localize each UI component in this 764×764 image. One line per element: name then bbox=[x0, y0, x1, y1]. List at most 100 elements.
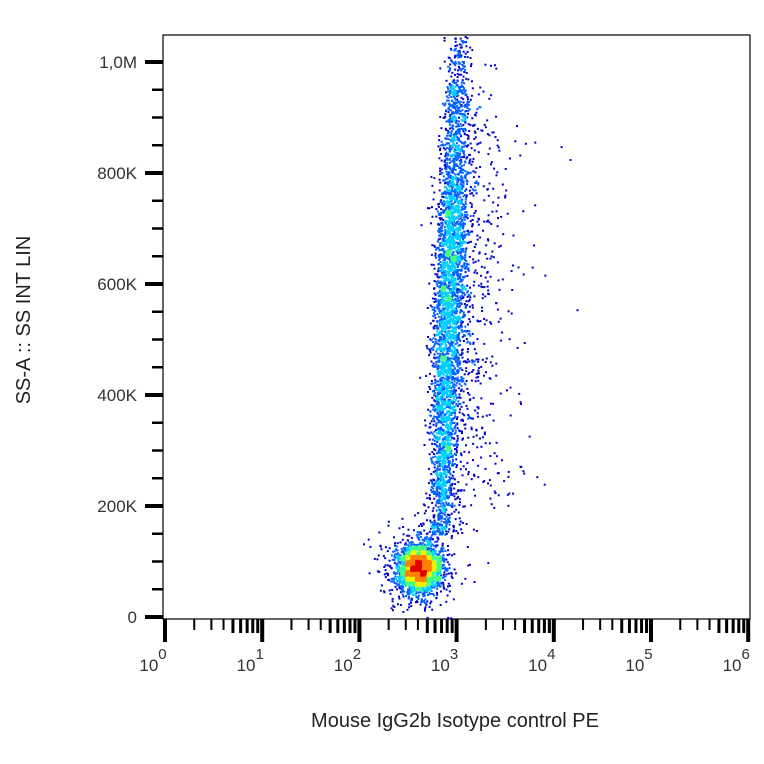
data-point bbox=[453, 235, 456, 238]
data-point bbox=[459, 150, 462, 152]
data-point bbox=[437, 506, 440, 509]
data-point bbox=[451, 110, 454, 113]
data-point bbox=[462, 276, 465, 279]
data-point bbox=[464, 105, 466, 108]
data-point bbox=[462, 101, 465, 104]
data-point bbox=[460, 265, 463, 268]
data-point bbox=[451, 275, 454, 278]
data-point bbox=[448, 553, 451, 556]
data-point bbox=[449, 309, 452, 312]
data-point bbox=[420, 598, 423, 601]
data-point bbox=[470, 63, 473, 65]
data-point bbox=[489, 402, 492, 405]
data-point bbox=[461, 236, 464, 239]
data-point bbox=[457, 227, 460, 230]
data-point bbox=[438, 357, 441, 360]
data-point bbox=[454, 201, 457, 203]
data-point bbox=[447, 138, 450, 141]
data-point bbox=[467, 290, 469, 293]
data-point bbox=[460, 91, 463, 93]
data-point bbox=[447, 201, 450, 204]
data-point bbox=[450, 353, 453, 356]
data-point bbox=[492, 131, 495, 134]
data-point bbox=[446, 339, 449, 342]
data-point bbox=[450, 418, 453, 421]
data-point bbox=[448, 197, 451, 200]
data-point bbox=[453, 504, 456, 507]
data-point bbox=[432, 453, 435, 455]
data-point bbox=[455, 112, 458, 115]
data-point bbox=[439, 409, 442, 412]
data-point bbox=[443, 190, 446, 193]
data-point bbox=[429, 426, 432, 429]
data-point bbox=[458, 316, 461, 319]
data-point bbox=[446, 223, 449, 226]
data-point bbox=[447, 582, 450, 585]
data-point bbox=[439, 582, 442, 585]
data-point bbox=[468, 451, 470, 454]
data-point bbox=[458, 132, 461, 135]
data-point bbox=[453, 400, 456, 403]
data-point bbox=[460, 328, 463, 331]
data-point bbox=[448, 268, 451, 271]
data-point bbox=[461, 278, 464, 281]
data-point bbox=[442, 191, 445, 194]
data-point bbox=[474, 136, 477, 139]
data-point bbox=[450, 339, 452, 342]
data-point bbox=[438, 463, 441, 465]
data-point bbox=[431, 524, 434, 527]
data-point bbox=[446, 394, 448, 397]
data-point bbox=[459, 46, 462, 49]
data-point bbox=[363, 543, 365, 546]
data-point bbox=[434, 357, 437, 360]
data-point bbox=[380, 548, 383, 551]
data-point bbox=[419, 603, 422, 606]
data-point bbox=[440, 152, 443, 155]
data-point bbox=[462, 377, 465, 380]
data-point bbox=[461, 380, 463, 383]
data-point bbox=[432, 550, 435, 553]
data-point bbox=[472, 342, 475, 345]
data-point bbox=[443, 587, 446, 590]
data-point bbox=[436, 585, 439, 588]
data-point bbox=[508, 338, 511, 341]
data-point bbox=[437, 372, 440, 375]
data-point bbox=[468, 160, 471, 163]
data-point bbox=[451, 456, 454, 459]
data-point bbox=[443, 377, 446, 380]
data-point bbox=[459, 520, 462, 523]
data-point bbox=[455, 454, 457, 456]
data-point bbox=[469, 220, 472, 223]
data-point bbox=[456, 405, 459, 408]
data-point bbox=[434, 252, 437, 255]
data-point bbox=[481, 427, 484, 430]
data-point bbox=[447, 428, 450, 431]
data-point bbox=[459, 269, 462, 272]
data-point bbox=[456, 227, 459, 230]
data-point bbox=[403, 581, 405, 584]
data-point bbox=[438, 135, 441, 137]
data-point bbox=[453, 427, 456, 430]
data-point bbox=[387, 574, 390, 577]
data-point bbox=[457, 86, 460, 89]
data-point bbox=[453, 196, 455, 199]
data-point bbox=[453, 396, 456, 399]
data-point bbox=[464, 207, 467, 210]
data-point bbox=[448, 270, 451, 273]
data-point bbox=[450, 377, 453, 380]
data-point bbox=[463, 61, 466, 64]
data-point bbox=[448, 102, 451, 105]
data-point bbox=[435, 470, 438, 473]
data-point bbox=[458, 102, 461, 105]
data-point bbox=[452, 134, 455, 137]
data-point bbox=[462, 313, 465, 316]
data-point bbox=[450, 254, 453, 257]
data-point bbox=[452, 385, 455, 388]
data-point bbox=[444, 460, 447, 463]
data-point bbox=[440, 367, 443, 370]
data-point bbox=[400, 585, 403, 588]
data-point bbox=[431, 501, 434, 504]
data-point bbox=[458, 167, 461, 169]
data-point bbox=[464, 52, 467, 55]
data-point bbox=[458, 89, 461, 92]
